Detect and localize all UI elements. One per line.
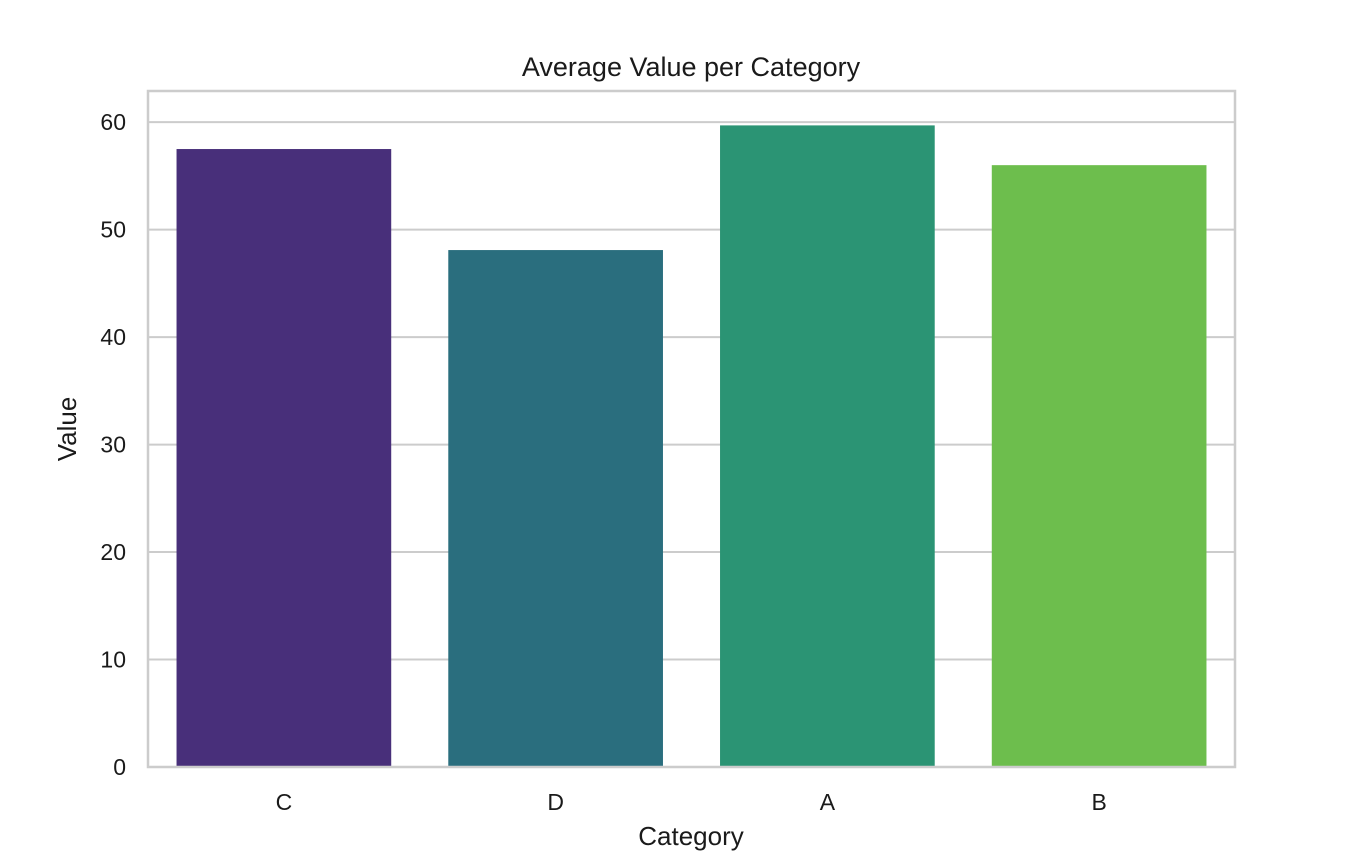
y-tick-label: 30 xyxy=(100,432,126,458)
y-axis-label: Value xyxy=(52,397,82,462)
bar-B xyxy=(991,165,1207,767)
y-tick-label: 60 xyxy=(100,109,126,135)
x-tick-label: A xyxy=(820,789,836,815)
x-tick-label: C xyxy=(276,789,293,815)
y-tick-label: 0 xyxy=(113,754,126,780)
y-tick-label: 40 xyxy=(100,324,126,350)
x-axis-label: Category xyxy=(638,821,744,851)
x-tick-label: D xyxy=(547,789,564,815)
bars xyxy=(176,125,1207,767)
y-tick-label: 50 xyxy=(100,217,126,243)
y-tick-label: 10 xyxy=(100,647,126,673)
bar-A xyxy=(720,125,935,767)
bar-C xyxy=(176,149,392,767)
bar-D xyxy=(448,250,663,767)
y-tick-label: 20 xyxy=(100,539,126,565)
chart-title: Average Value per Category xyxy=(522,52,861,82)
y-tick-labels: 0 10 20 30 40 50 60 xyxy=(100,109,126,780)
x-tick-label: B xyxy=(1091,789,1106,815)
plot-frame xyxy=(146,89,1237,769)
